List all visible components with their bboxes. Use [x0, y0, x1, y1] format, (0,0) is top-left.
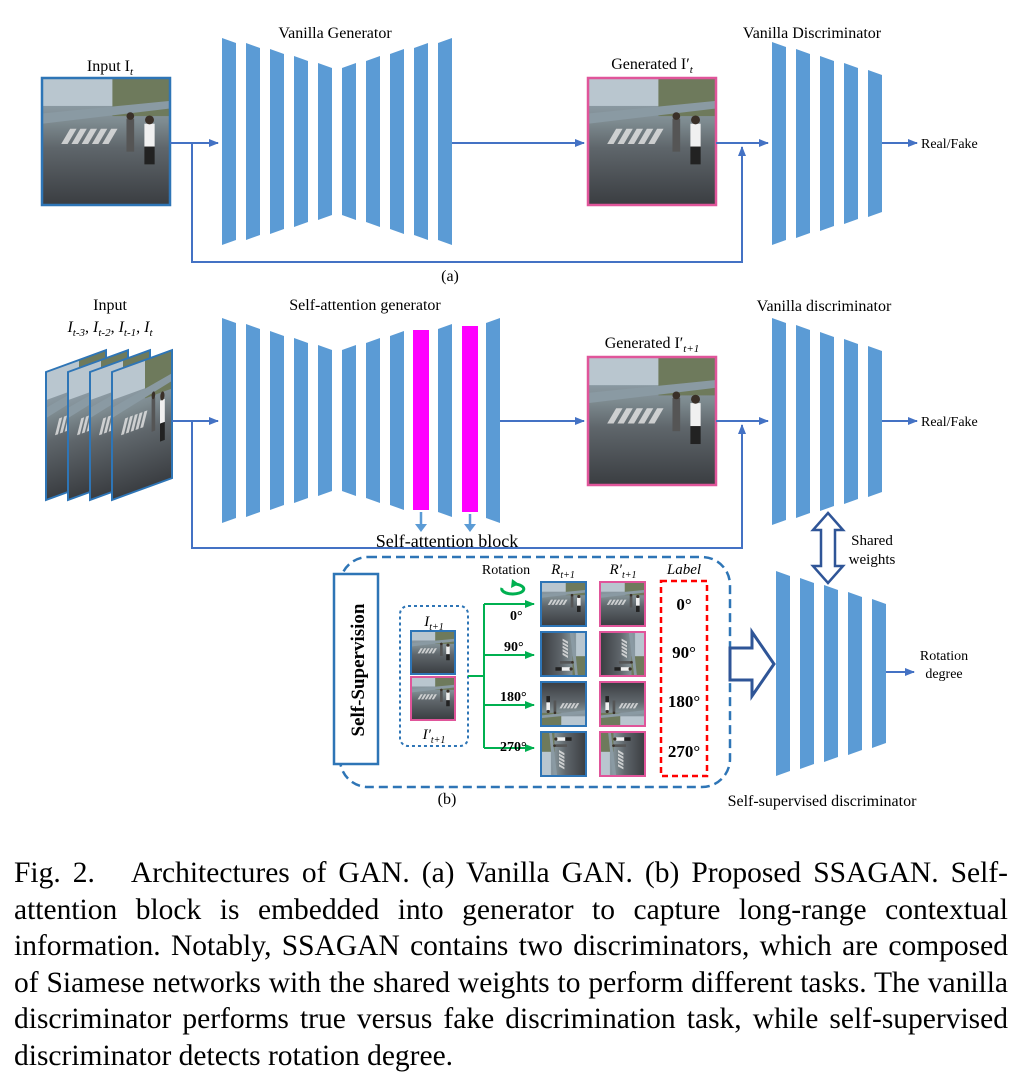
figure-caption: Fig. 2. Architectures of GAN. (a) Vanilla…	[14, 855, 1008, 1074]
input-frame-stack	[45, 348, 173, 502]
generated-image-a	[586, 76, 718, 207]
fake-rot-90	[599, 631, 646, 677]
pair-bottom-label: I′t+1	[422, 727, 446, 746]
col-real-label: Rt+1	[550, 562, 575, 581]
vanilla-discriminator-layers-b	[772, 318, 882, 525]
angle-270: 270°	[500, 740, 527, 755]
caption-text: Architectures of GAN. (a) Vanilla GAN. (…	[14, 857, 1008, 1072]
fake-rot-270	[599, 731, 646, 777]
gan-architecture-diagram: Input It Vanilla Generator Generated I′t…	[40, 25, 978, 810]
input-label-a: Input It	[87, 58, 134, 78]
rotated-fake-images	[599, 581, 646, 777]
col-fake-label: R′t+1	[609, 562, 637, 581]
self-attention-generator-label: Self-attention generator	[289, 297, 441, 314]
rotation-icon	[500, 579, 526, 596]
panel-b: Input It-3, It-2, It-1, It Self-attentio…	[45, 297, 978, 810]
label-180: 180°	[668, 692, 700, 711]
label-90: 90°	[672, 643, 696, 662]
label-0: 0°	[676, 595, 691, 614]
arrows-a	[170, 139, 918, 263]
fake-rot-180	[599, 681, 646, 727]
self-attention-generator-layers	[222, 318, 500, 523]
self-supervision-label: Self-Supervision	[348, 603, 369, 736]
rotation-degree-output: Rotation degree	[920, 649, 968, 682]
shared-weights-label: Shared weights	[849, 533, 896, 568]
to-ss-discriminator-arrow	[728, 627, 776, 701]
label-column-box	[659, 579, 709, 778]
real-rot-270	[540, 731, 587, 777]
vanilla-generator-layers	[222, 38, 452, 245]
self-supervised-discriminator-label: Self-supervised discriminator	[728, 793, 918, 810]
vanilla-discriminator-layers-a	[772, 42, 882, 245]
pair-real-image	[410, 630, 456, 675]
angle-90: 90°	[504, 640, 524, 655]
self-attention-layers	[413, 326, 478, 512]
fake-rot-0	[599, 581, 646, 627]
vanilla-generator-label: Vanilla Generator	[278, 25, 392, 42]
col-label-header: Label	[666, 562, 701, 578]
real-rot-90	[540, 631, 587, 677]
input-image-a	[40, 76, 172, 207]
angle-0: 0°	[510, 609, 523, 624]
real-fake-output-a: Real/Fake	[921, 137, 978, 152]
rotated-real-images	[540, 581, 587, 777]
self-supervision-tag-box	[332, 572, 380, 766]
generated-label-b: Generated I′t+1	[605, 335, 700, 355]
generated-label-a: Generated I′t	[611, 56, 694, 76]
real-rot-0	[540, 581, 587, 627]
input-label-b: Input	[93, 297, 127, 314]
pair-fake-image	[410, 676, 456, 721]
panel-a-tag: (a)	[441, 268, 459, 285]
rotation-branches	[468, 600, 535, 752]
generated-image-b	[586, 355, 718, 487]
angle-180: 180°	[500, 690, 527, 705]
real-fake-output-b: Real/Fake	[921, 415, 978, 430]
label-270: 270°	[668, 742, 700, 761]
figure-number: Fig. 2.	[14, 857, 95, 889]
panel-b-tag: (b)	[438, 791, 457, 808]
rotation-label: Rotation	[482, 563, 530, 578]
vanilla-discriminator-label-a: Vanilla Discriminator	[743, 25, 882, 42]
panel-a: Input It Vanilla Generator Generated I′t…	[40, 25, 978, 285]
shared-weights-arrow	[810, 511, 846, 585]
real-rot-180	[540, 681, 587, 727]
arrows-b	[172, 417, 918, 549]
pair-top-label: It+1	[423, 614, 444, 633]
input-frames-label: It-3, It-2, It-1, It	[66, 319, 153, 339]
vanilla-discriminator-label-b: Vanilla discriminator	[757, 298, 892, 315]
self-supervised-discriminator-layers	[776, 571, 886, 776]
self-attention-block-label: Self-attention block	[376, 531, 518, 551]
